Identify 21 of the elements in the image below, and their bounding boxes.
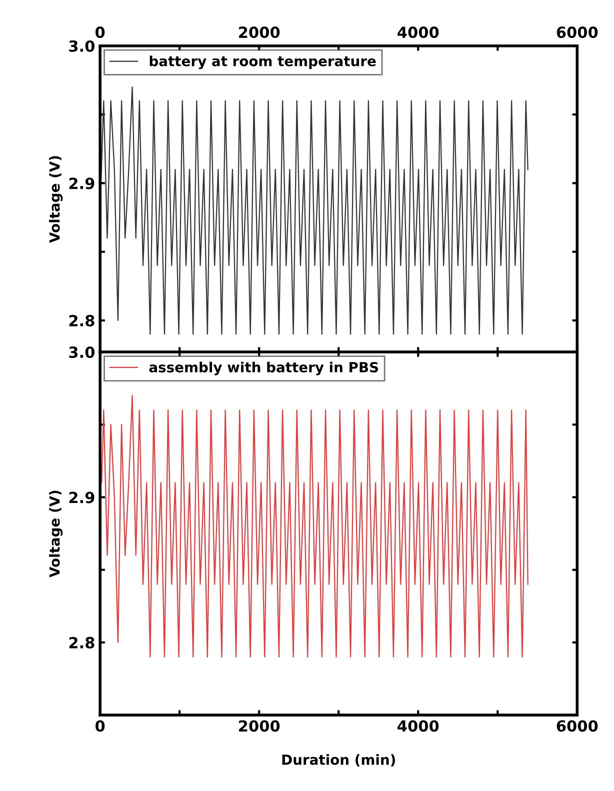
y-axis-title: Voltage (V) bbox=[49, 156, 63, 243]
line-series bbox=[100, 86, 528, 335]
line-series bbox=[101, 395, 528, 658]
x-tick-label: 4000 bbox=[398, 720, 439, 732]
y-tick-label: 2.9 bbox=[69, 178, 94, 190]
x-tick-label: 2000 bbox=[239, 26, 280, 38]
x-tick-label: 6000 bbox=[556, 26, 598, 38]
y-tick-label: 2.9 bbox=[69, 492, 94, 504]
y-axis-title: Voltage (V) bbox=[49, 490, 63, 578]
legend-label: battery at room temperature bbox=[150, 56, 376, 70]
y-tick-label: 3.0 bbox=[69, 346, 94, 358]
legend-label: assembly with battery in PBS bbox=[149, 362, 378, 376]
y-tick-label: 3.0 bbox=[69, 40, 94, 52]
x-tick-label: 6000 bbox=[556, 720, 598, 732]
x-axis-title: Duration (min) bbox=[282, 754, 395, 767]
x-tick-label: 0 bbox=[95, 720, 105, 732]
x-tick-label: 0 bbox=[95, 26, 105, 38]
y-tick-label: 2.8 bbox=[69, 636, 94, 648]
x-tick-label: 4000 bbox=[398, 26, 439, 38]
x-tick-label: 2000 bbox=[239, 720, 280, 732]
y-tick-label: 2.8 bbox=[69, 314, 94, 326]
